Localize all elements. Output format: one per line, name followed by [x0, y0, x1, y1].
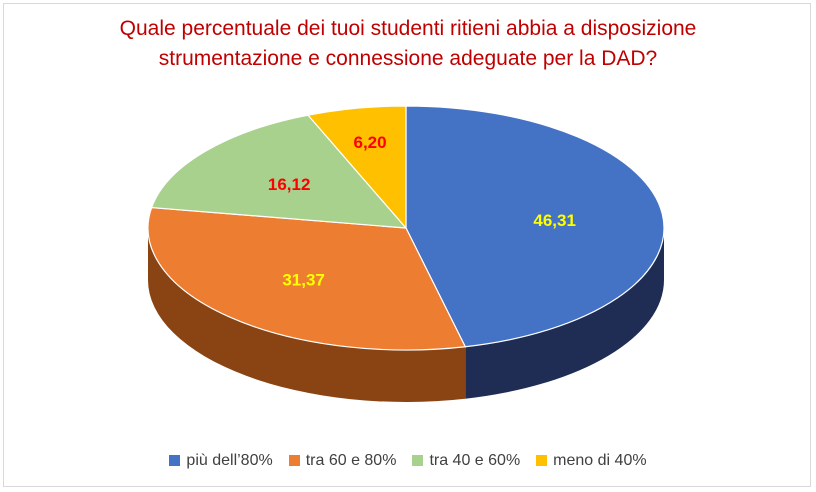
pie-slices: [147, 105, 665, 351]
data-label-tra-60-80: 31,37: [282, 271, 325, 290]
data-label-tra-40-60: 16,12: [268, 175, 311, 194]
chart-title: Quale percentuale dei tuoi studenti riti…: [0, 14, 816, 74]
legend-label: tra 40 e 60%: [429, 452, 521, 469]
legend: più dell’80% tra 60 e 80% tra 40 e 60% meno…: [0, 452, 816, 470]
legend-swatch: [536, 455, 548, 466]
legend-label: meno di 40%: [553, 452, 647, 469]
pie-sides: [148, 228, 664, 402]
pie-slice-piu-80: [405, 105, 665, 348]
pie-side-piu-80: [465, 228, 664, 399]
chart-title-line-1: Quale percentuale dei tuoi studenti riti…: [119, 17, 697, 40]
legend-swatch: [288, 455, 300, 466]
legend-label: tra 60 e 80%: [305, 452, 397, 469]
legend-item-meno-40: meno di 40%: [536, 452, 647, 470]
legend-item-tra-40-60: tra 40 e 60%: [412, 452, 520, 470]
pie-slice-meno-40: [306, 105, 407, 230]
data-labels: 46,31 31,37 16,12 6,20: [268, 133, 576, 290]
data-label-meno-40: 6,20: [353, 133, 386, 152]
data-label-piu-80: 46,31: [533, 211, 576, 230]
pie-slice-tra-40-60: [150, 114, 408, 229]
legend-swatch: [169, 455, 181, 466]
legend-label: più dell’80%: [186, 452, 273, 469]
chart-title-line-2: strumentazione e connessione adeguate pe…: [158, 47, 658, 70]
legend-swatch: [412, 455, 424, 466]
pie-slice-tra-60-80: [147, 206, 467, 351]
legend-item-tra-60-80: tra 60 e 80%: [288, 452, 397, 470]
legend-item-piu-80: più dell’80%: [169, 452, 273, 470]
pie-side-tra-60-80: [148, 228, 466, 402]
